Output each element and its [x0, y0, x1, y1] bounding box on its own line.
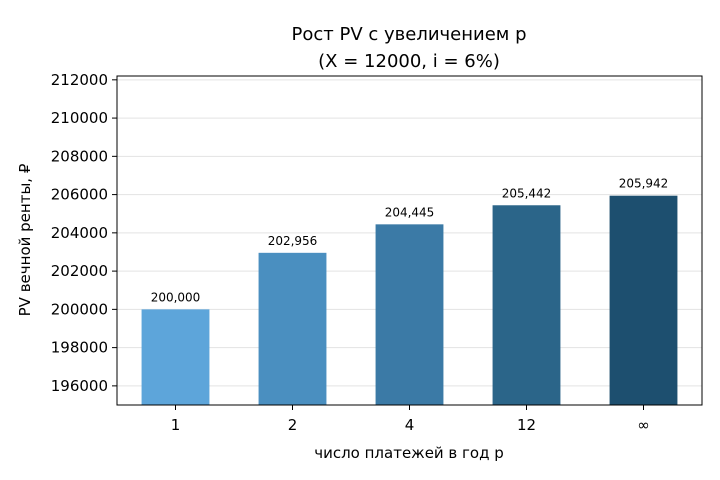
y-axis: 196000 198000 200000 202000 204000 206000 2080… [51, 71, 117, 395]
bar [609, 195, 678, 405]
data-labels-layer: 200,000 202,956 204,445 205,442 205,942 [151, 177, 669, 305]
y-tick-label: 200000 [51, 300, 108, 318]
data-label: 200,000 [151, 290, 201, 304]
x-tick-label: 12 [517, 416, 536, 434]
y-tick-label: 208000 [51, 147, 108, 165]
y-tick-label: 204000 [51, 224, 108, 242]
chart-title-line2: (X = 12000, i = 6%) [318, 51, 500, 72]
bar [375, 224, 444, 405]
x-tick-label: 1 [171, 416, 181, 434]
x-axis-label: число платежей в год p [314, 444, 504, 462]
x-axis: 1 2 4 12 ∞ [171, 405, 650, 434]
y-tick-label: 202000 [51, 262, 108, 280]
y-axis-label: PV вечной ренты, ₽ [16, 163, 34, 316]
y-tick-label: 206000 [51, 186, 108, 204]
bar [258, 252, 327, 405]
y-tick-label: 198000 [51, 339, 108, 357]
data-label: 205,942 [619, 177, 669, 191]
y-tick-label: 196000 [51, 377, 108, 395]
x-tick-label: 4 [405, 416, 415, 434]
bar [492, 205, 561, 405]
data-label: 202,956 [268, 234, 318, 248]
x-tick-label: 2 [288, 416, 298, 434]
x-tick-label: ∞ [637, 416, 650, 434]
y-tick-label: 212000 [51, 71, 108, 89]
data-label: 205,442 [502, 186, 552, 200]
bars-layer [141, 195, 678, 405]
chart-title-line1: Рост PV с увеличением p [292, 24, 527, 45]
y-tick-label: 210000 [51, 109, 108, 127]
bar [141, 309, 210, 405]
data-label: 204,445 [385, 205, 435, 219]
